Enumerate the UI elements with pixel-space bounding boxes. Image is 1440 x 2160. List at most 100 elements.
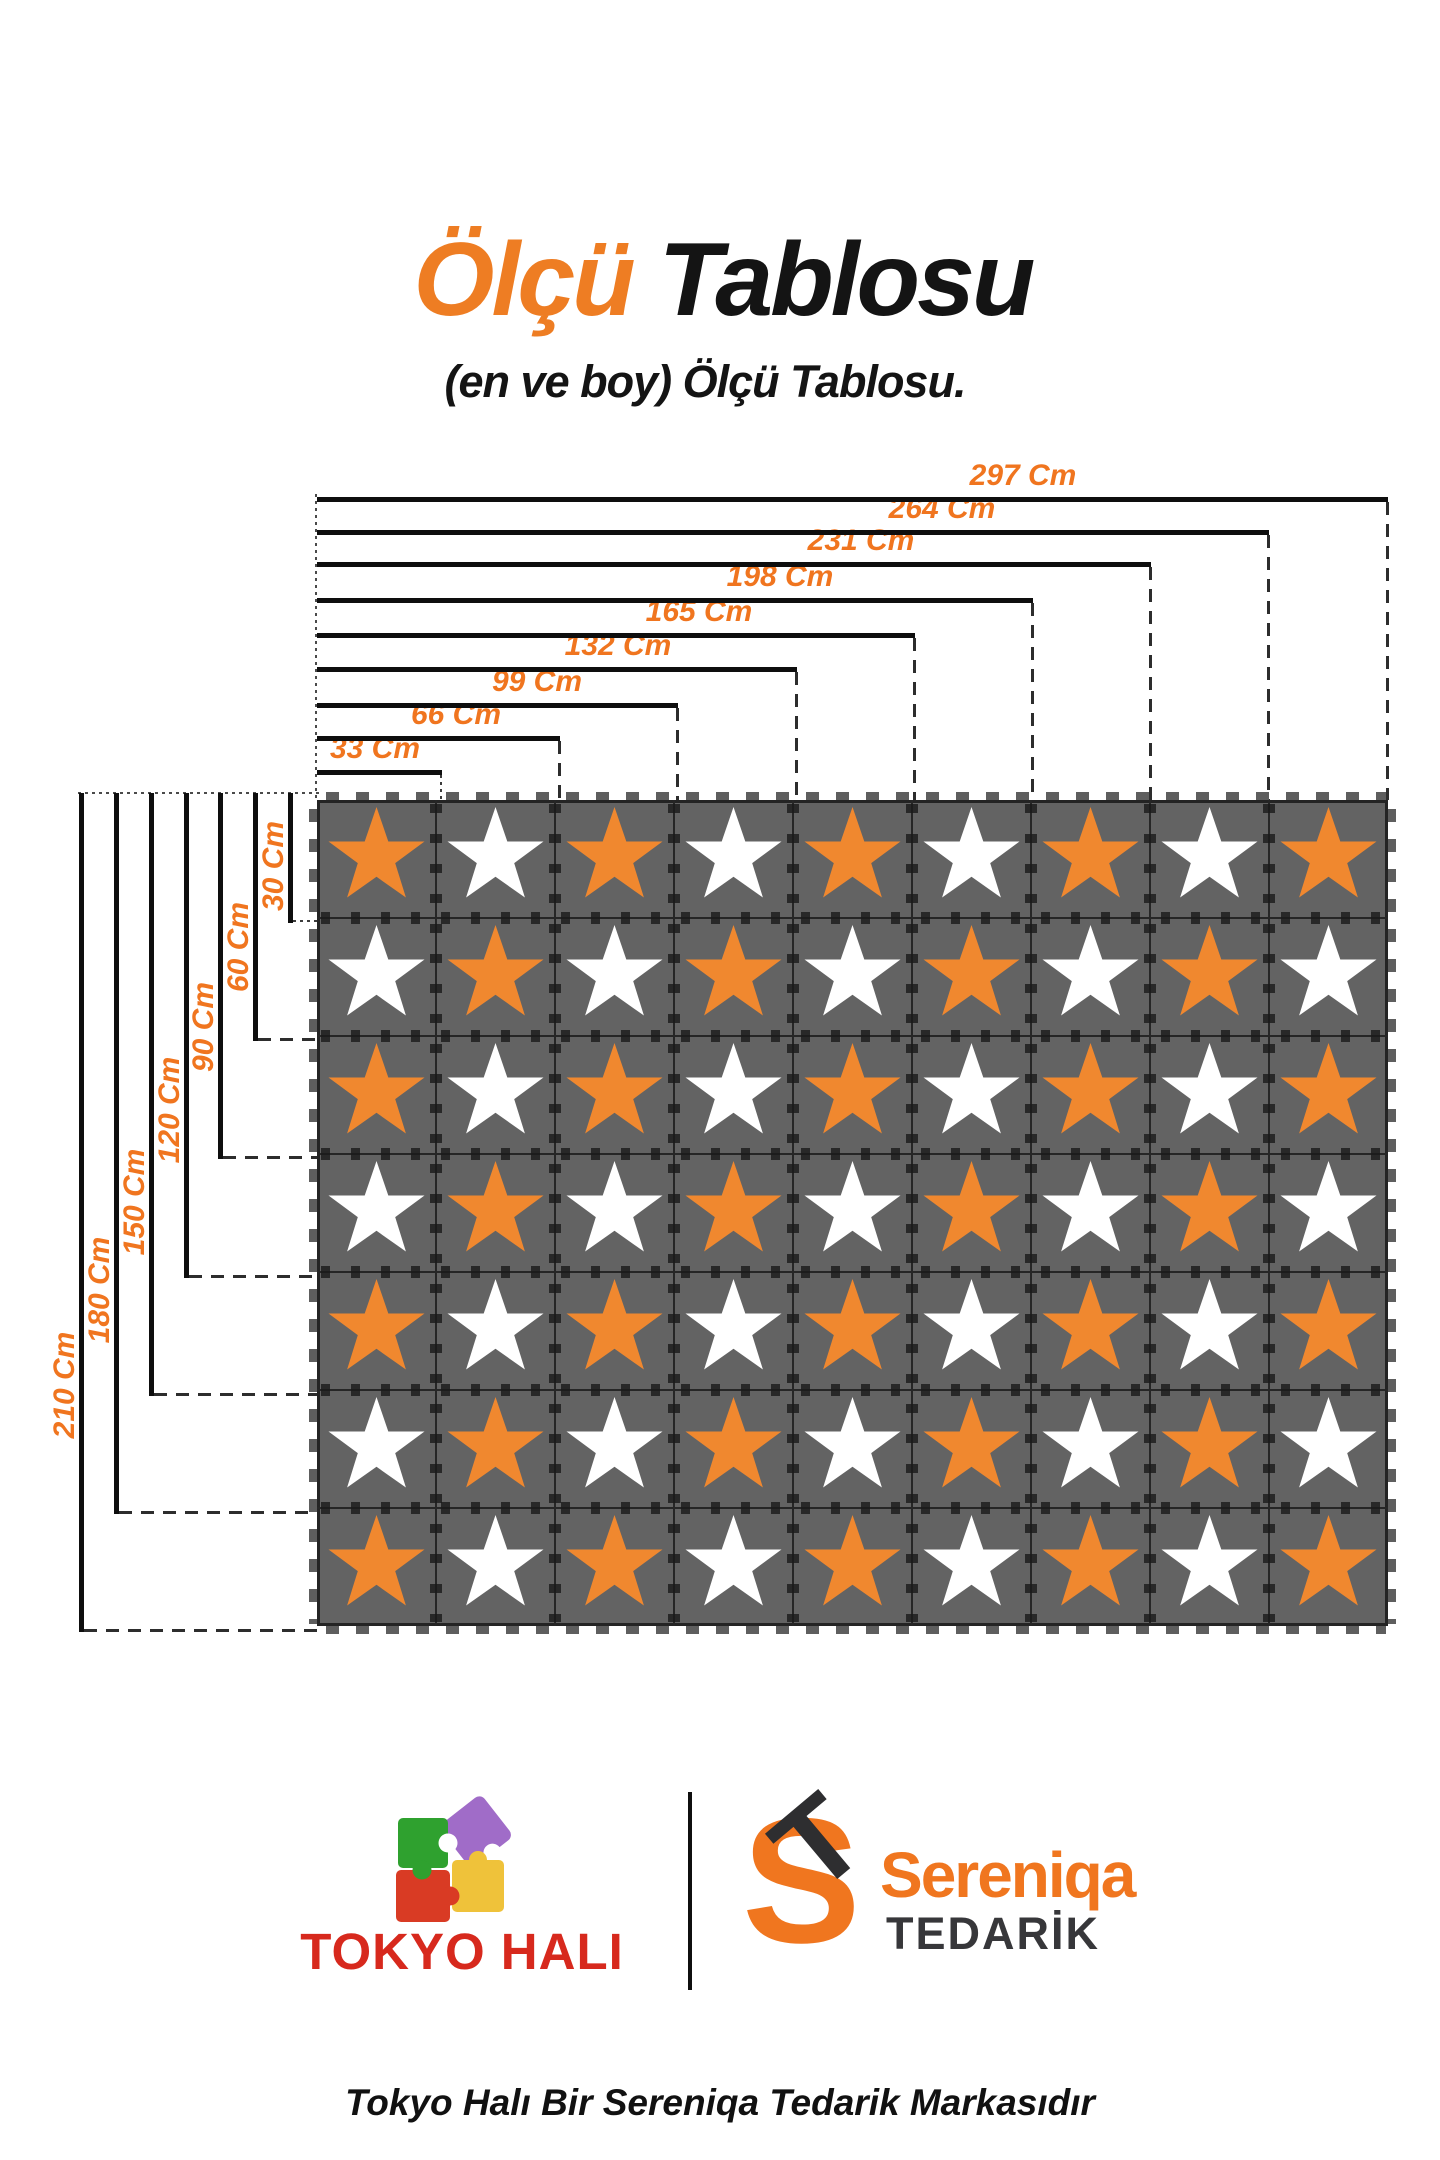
- star-tile-orange: [923, 925, 1020, 1016]
- star-tile-white: [1280, 925, 1377, 1016]
- star-tile-white: [923, 1279, 1020, 1370]
- title-rest: Tablosu: [658, 222, 1036, 338]
- star-tile-white: [328, 1397, 425, 1488]
- star-tile-white: [685, 1043, 782, 1134]
- star-tile-white: [1042, 1397, 1139, 1488]
- star-tile-white: [447, 807, 544, 898]
- star-tile-white: [804, 1397, 901, 1488]
- height-line-connector: [154, 1393, 317, 1396]
- mat-seam-vertical: [1144, 800, 1156, 1626]
- star-tile-white: [685, 807, 782, 898]
- width-line-drop: [440, 775, 442, 800]
- height-label: 150 Cm: [118, 1148, 151, 1256]
- star-tile-orange: [804, 1515, 901, 1606]
- left-reference-line: [315, 494, 317, 800]
- star-tile-white: [566, 925, 663, 1016]
- height-line-210Cm: [79, 793, 84, 1632]
- mat-seam-horizontal: [317, 1384, 1388, 1396]
- mat-seam-vertical: [1025, 800, 1037, 1626]
- mat-seam-horizontal: [317, 1266, 1388, 1278]
- star-tile-orange: [566, 1279, 663, 1370]
- page-subtitle: (en ve boy) Ölçü Tablosu.: [444, 356, 967, 407]
- star-tile-orange: [804, 807, 901, 898]
- mat-seam-vertical: [430, 800, 442, 1626]
- star-tile-orange: [1042, 807, 1139, 898]
- width-line-drop: [1386, 502, 1389, 800]
- star-tile-orange: [328, 1279, 425, 1370]
- star-tile-orange: [1161, 925, 1258, 1016]
- width-label: 231 Cm: [807, 524, 915, 557]
- height-line-30Cm: [288, 793, 293, 923]
- star-tile-orange: [1042, 1515, 1139, 1606]
- height-line-150Cm: [149, 793, 154, 1396]
- height-line-60Cm: [253, 793, 258, 1041]
- width-line-297Cm: [317, 497, 1388, 502]
- width-line-165Cm: [317, 633, 915, 638]
- star-tile-orange: [804, 1279, 901, 1370]
- sereniqa-wordmark: Sereniqa: [880, 1839, 1136, 1911]
- title-accent: Ölçü: [413, 222, 636, 338]
- height-line-90Cm: [218, 793, 223, 1159]
- star-tile-orange: [1280, 807, 1377, 898]
- page-title: Ölçü Tablosu: [414, 228, 1036, 332]
- height-line-connector: [84, 1629, 317, 1632]
- star-tile-orange: [685, 1161, 782, 1252]
- star-tile-white: [1161, 1043, 1258, 1134]
- height-line-180Cm: [114, 793, 119, 1514]
- star-tile-white: [923, 807, 1020, 898]
- star-tile-white: [1042, 925, 1139, 1016]
- height-label: 30 Cm: [257, 820, 290, 912]
- star-tile-orange: [566, 1043, 663, 1134]
- mat-seam-vertical: [668, 800, 680, 1626]
- star-tile-orange: [1161, 1161, 1258, 1252]
- star-tile-white: [447, 1043, 544, 1134]
- mat-edge-tabs-right: [1388, 802, 1396, 1624]
- star-tile-white: [447, 1279, 544, 1370]
- width-line-198Cm: [317, 598, 1033, 603]
- height-label: 60 Cm: [222, 901, 255, 993]
- height-label: 180 Cm: [83, 1236, 116, 1344]
- width-line-drop: [795, 672, 798, 800]
- star-tile-orange: [328, 1043, 425, 1134]
- star-tile-white: [1280, 1161, 1377, 1252]
- brand-divider: [688, 1792, 692, 1990]
- mat-seam-vertical: [549, 800, 561, 1626]
- height-line-connector: [119, 1511, 317, 1514]
- width-line-132Cm: [317, 667, 797, 672]
- mat-edge-tabs-top: [319, 792, 1386, 800]
- mat-seam-vertical: [787, 800, 799, 1626]
- width-label: 297 Cm: [969, 459, 1077, 492]
- star-tile-orange: [447, 1161, 544, 1252]
- star-tile-orange: [685, 1397, 782, 1488]
- width-line-drop: [1149, 567, 1152, 800]
- puzzle-mat: [309, 792, 1396, 1634]
- width-line-drop: [676, 708, 679, 800]
- star-tile-orange: [566, 807, 663, 898]
- sereniqa-s-glyph: S: [742, 1781, 861, 1980]
- star-tile-orange: [685, 925, 782, 1016]
- star-tile-white: [1161, 1279, 1258, 1370]
- star-tile-orange: [1042, 1043, 1139, 1134]
- width-line-drop: [558, 741, 561, 800]
- width-line-99Cm: [317, 703, 678, 708]
- mat-edge-tabs-bottom: [319, 1626, 1386, 1634]
- star-tile-white: [1161, 1515, 1258, 1606]
- mat-seam-horizontal: [317, 912, 1388, 924]
- star-tile-orange: [1280, 1279, 1377, 1370]
- width-line-66Cm: [317, 736, 560, 741]
- star-tile-orange: [923, 1397, 1020, 1488]
- star-tile-white: [1161, 807, 1258, 898]
- tokyo-hali-puzzle-logo-icon: [396, 1796, 511, 1922]
- star-tile-orange: [923, 1161, 1020, 1252]
- star-tile-white: [1280, 1397, 1377, 1488]
- height-label: 120 Cm: [153, 1056, 186, 1164]
- star-tile-white: [804, 1161, 901, 1252]
- star-tile-white: [447, 1515, 544, 1606]
- width-line-drop: [913, 638, 916, 800]
- width-line-drop: [1031, 603, 1034, 800]
- star-tile-orange: [447, 1397, 544, 1488]
- sereniqa-sub-wordmark: TEDARİK: [886, 1908, 1100, 1959]
- star-tile-white: [566, 1397, 663, 1488]
- height-label: 90 Cm: [187, 981, 220, 1073]
